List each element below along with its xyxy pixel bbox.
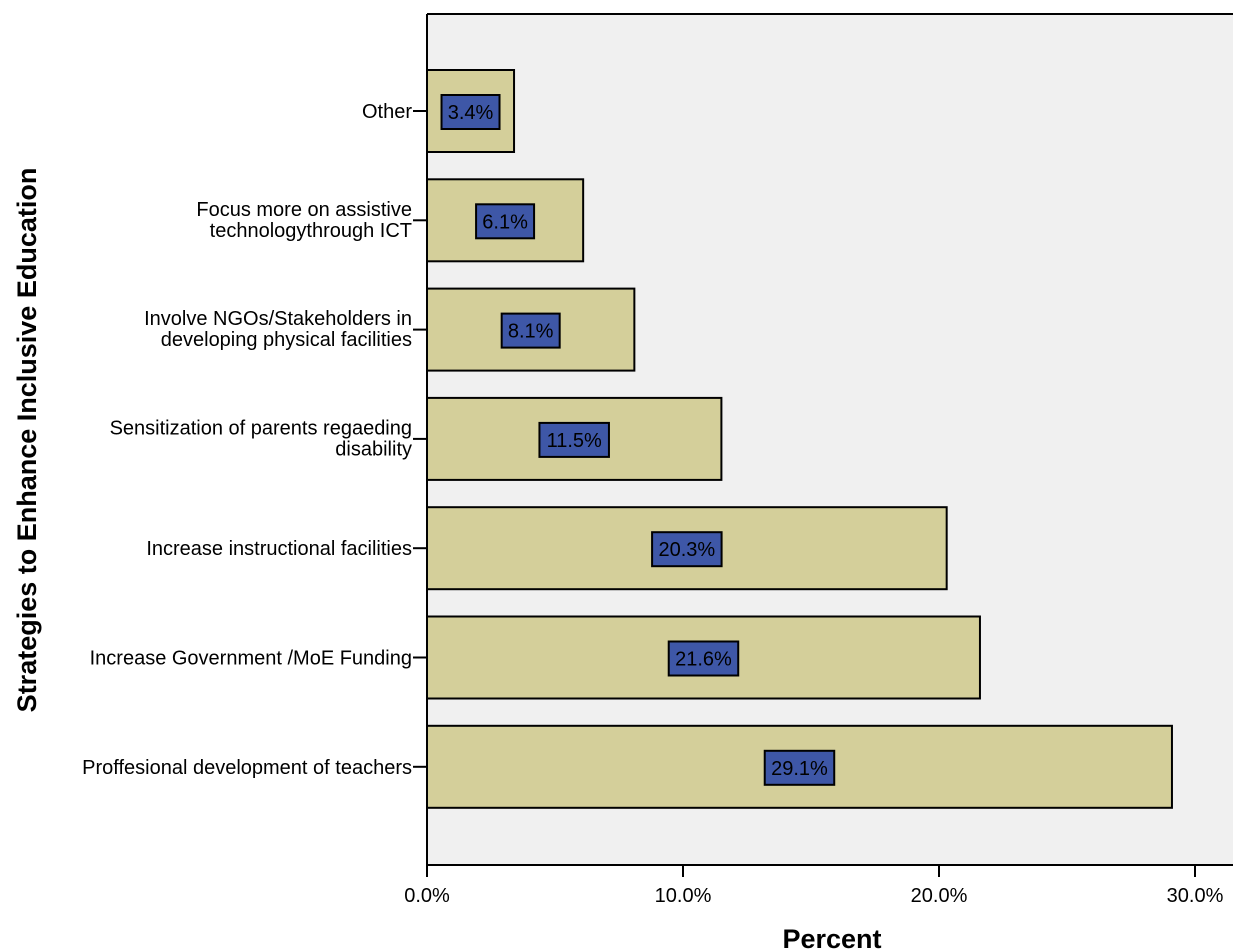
data-label: 8.1% xyxy=(508,321,554,343)
data-label-box xyxy=(651,531,723,568)
category-label: Sensitization of parents regaeding xyxy=(110,417,412,439)
category-label: technologythrough ICT xyxy=(210,220,412,242)
data-label: 21.6% xyxy=(675,649,732,671)
x-tick-label: 10.0% xyxy=(655,885,712,907)
x-axis: 0.0% 10.0% 20.0% 30.0% xyxy=(404,864,1233,907)
category-label: disability xyxy=(335,438,412,460)
x-tick-label: 20.0% xyxy=(911,885,968,907)
category-label: Increase Government /MoE Funding xyxy=(90,648,412,670)
category-label: Focus more on assistive xyxy=(196,199,412,221)
bars-group: 3.4% 6.1% 8.1% 11.5% 20.3% 21.6% 29.1% xyxy=(426,69,1173,809)
data-label-box xyxy=(475,203,536,240)
data-label: 3.4% xyxy=(448,102,494,124)
data-label-box xyxy=(763,749,836,786)
data-label-box xyxy=(667,640,740,677)
data-label: 29.1% xyxy=(771,758,828,780)
category-label: Involve NGOs/Stakeholders in xyxy=(144,308,412,330)
y-axis: Other Focus more on assistivetechnologyth… xyxy=(82,13,1233,865)
data-label: 11.5% xyxy=(547,430,602,452)
category-label: developing physical facilities xyxy=(161,329,412,351)
y-axis-title: Strategies to Enhance Inclusive Educatio… xyxy=(12,168,42,713)
x-axis-title: Percent xyxy=(782,924,881,952)
x-tick-label: 30.0% xyxy=(1167,885,1224,907)
data-label-box xyxy=(440,94,501,130)
data-label: 20.3% xyxy=(658,539,715,561)
x-tick-label: 0.0% xyxy=(404,885,450,907)
data-label-box xyxy=(538,421,610,458)
category-label: Other xyxy=(362,101,412,123)
category-label: Proffesional development of teachers xyxy=(82,757,412,779)
category-label: Increase instructional facilities xyxy=(146,538,412,560)
data-label: 6.1% xyxy=(482,211,528,233)
data-label-box xyxy=(500,312,561,349)
